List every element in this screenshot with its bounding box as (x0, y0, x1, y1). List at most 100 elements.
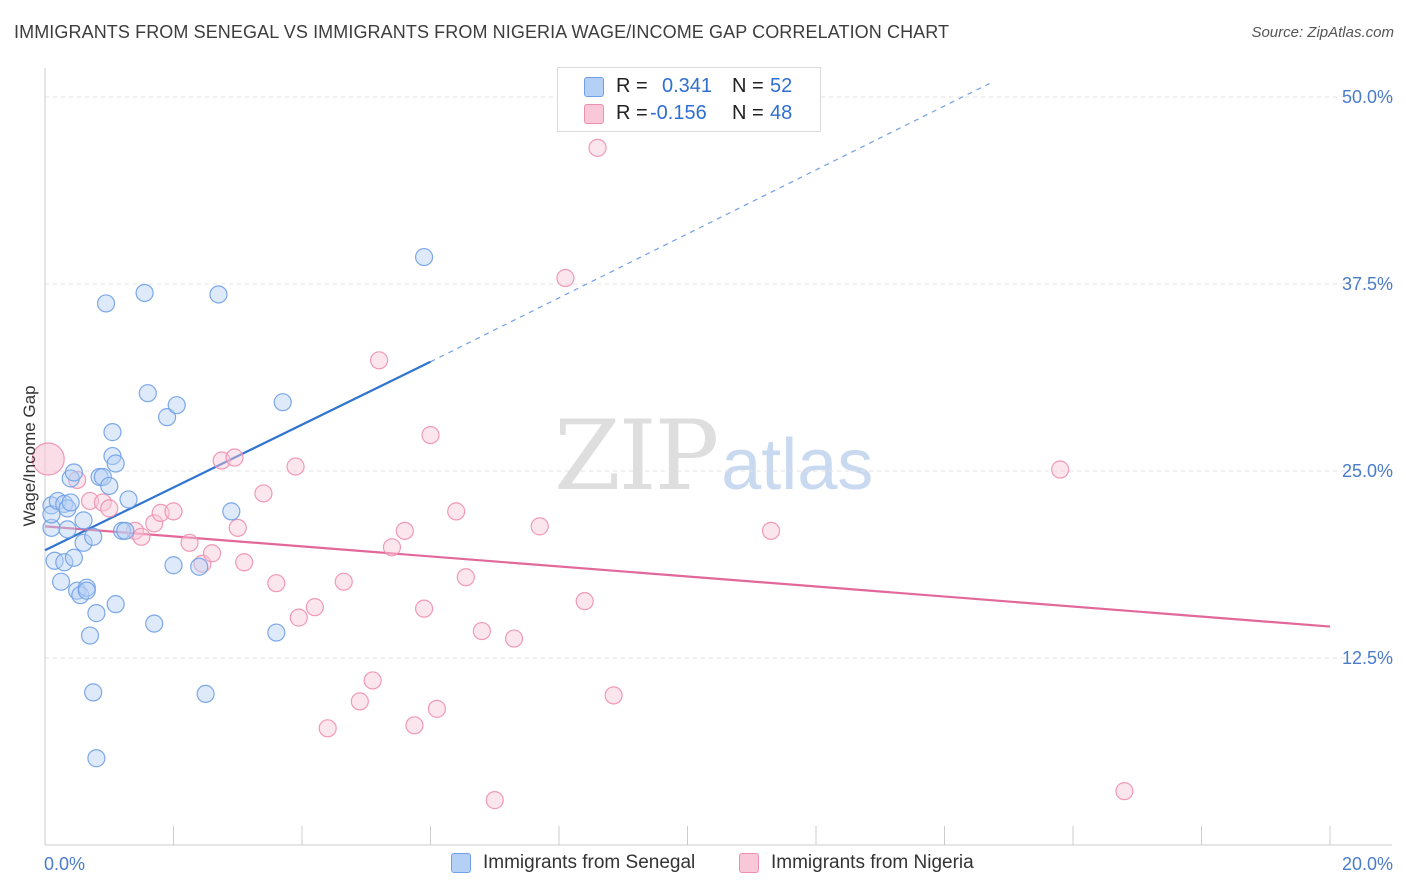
senegal-point (106, 454, 125, 473)
senegal-point (51, 572, 71, 591)
legend-n-value: 48 (770, 102, 793, 124)
legend-r-label: R = (616, 75, 648, 97)
senegal-point (209, 285, 228, 304)
nigeria-point (588, 138, 607, 157)
senegal-point (74, 533, 93, 552)
nigeria-point (305, 598, 324, 617)
senegal-swatch (451, 853, 471, 873)
nigeria-point (254, 484, 273, 503)
legend-r-value: -0.156 (650, 102, 707, 124)
nigeria-point (228, 518, 247, 537)
senegal-trend-line (44, 360, 431, 552)
gridlines (45, 96, 1392, 659)
senegal-point (61, 493, 80, 512)
senegal-point (84, 527, 103, 546)
nigeria-point (604, 686, 623, 705)
legend-label: Immigrants from Senegal (483, 852, 696, 873)
senegal-point (55, 553, 74, 572)
nigeria-point (267, 574, 286, 593)
senegal-point (87, 604, 106, 623)
nigeria-point (350, 692, 369, 711)
nigeria-point (225, 448, 244, 467)
nigeria-point (31, 442, 65, 476)
nigeria-point (504, 629, 524, 648)
nigeria-point (334, 572, 353, 591)
nigeria-point (202, 544, 222, 563)
senegal-swatch (584, 77, 604, 97)
senegal-point (58, 520, 77, 539)
senegal-point (135, 283, 154, 303)
senegal-point (190, 557, 209, 576)
nigeria-point (145, 514, 164, 533)
senegal-point (74, 511, 93, 530)
y-axis-title: Wage/Income Gap (20, 385, 39, 526)
nigeria-point (382, 538, 402, 557)
senegal-point (80, 626, 100, 645)
senegal-point (96, 294, 116, 313)
nigeria-point (180, 533, 199, 552)
legend-r-value: 0.341 (662, 75, 713, 97)
x-tick-label: 20.0% (1342, 854, 1393, 874)
legend-r-label: R = (616, 102, 648, 124)
senegal-point (64, 548, 84, 567)
nigeria-point (100, 499, 119, 518)
chart-title: IMMIGRANTS FROM SENEGAL VS IMMIGRANTS FR… (14, 22, 950, 42)
legend-n-label: N = (732, 102, 764, 124)
senegal-point (87, 749, 106, 768)
nigeria-point (761, 521, 781, 540)
trend-lines (44, 82, 1331, 628)
y-tick-label: 50.0% (1342, 87, 1393, 107)
legend-n-label: N = (732, 75, 764, 97)
nigeria-point (405, 716, 424, 735)
nigeria-point (447, 502, 466, 521)
nigeria-point (1115, 782, 1134, 801)
y-tick-label: 25.0% (1342, 461, 1393, 481)
legend-label: Immigrants from Nigeria (771, 852, 974, 873)
nigeria-point (427, 699, 447, 718)
nigeria-point (289, 608, 308, 627)
nigeria-point (456, 568, 475, 587)
senegal-point (42, 518, 61, 537)
senegal-point (196, 684, 215, 704)
senegal-point (100, 476, 119, 496)
senegal-point (77, 581, 96, 600)
senegal-point (84, 683, 103, 702)
senegal-point (273, 393, 292, 412)
senegal-point (167, 396, 186, 415)
nigeria-point (363, 671, 382, 690)
senegal-point (106, 595, 125, 614)
nigeria-point (132, 527, 151, 546)
axes (44, 68, 1392, 846)
senegal-point (145, 614, 164, 633)
nigeria-point (235, 553, 254, 572)
nigeria-trend-line (44, 525, 1331, 628)
data-points (31, 138, 1134, 810)
senegal-point (157, 408, 177, 427)
nigeria-point (395, 521, 414, 540)
y-tick-label: 37.5% (1342, 274, 1393, 294)
nigeria-point (556, 268, 575, 288)
senegal-point (116, 521, 135, 540)
senegal-point (164, 556, 183, 575)
senegal-point (103, 423, 122, 442)
senegal-point (222, 502, 241, 521)
nigeria-point (530, 517, 549, 536)
legend-n-value: 52 (770, 75, 793, 97)
source-credit: Source: ZipAtlas.com (1251, 24, 1394, 41)
tick-labels: 12.5% 25.0% 37.5% 50.0% 0.0% 20.0% Wage/Income… (20, 87, 1393, 874)
senegal-trend-extension (430, 82, 990, 363)
x-tick-label: 0.0% (44, 854, 85, 874)
nigeria-point (1051, 460, 1070, 479)
senegal-point (45, 551, 64, 570)
nigeria-swatch (739, 853, 759, 873)
senegal-point (119, 490, 138, 509)
nigeria-swatch (584, 104, 604, 124)
senegal-point (93, 467, 112, 487)
nigeria-point (318, 719, 337, 738)
senegal-point (64, 463, 84, 482)
nigeria-point (286, 457, 305, 476)
nigeria-point (575, 592, 594, 611)
y-tick-label: 12.5% (1342, 648, 1393, 668)
